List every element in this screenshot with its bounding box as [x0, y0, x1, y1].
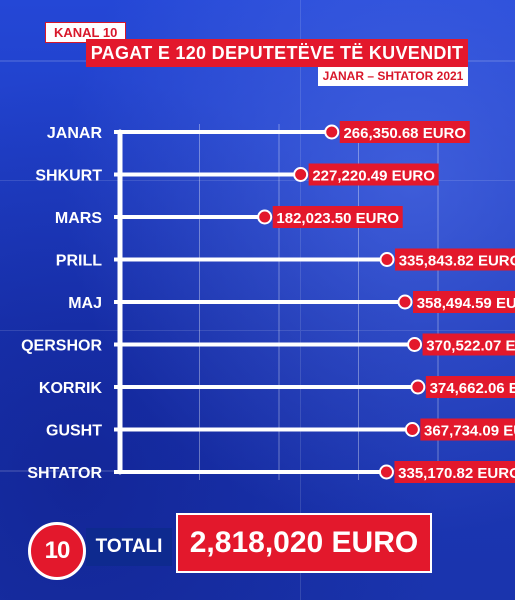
category-label: QERSHOR	[21, 338, 102, 355]
category-label: JANAR	[47, 125, 103, 142]
value-label-box	[272, 206, 403, 228]
category-label: GUSHT	[46, 423, 102, 440]
bar-end-dot	[378, 464, 394, 480]
bar-end-dot	[404, 422, 420, 437]
value-label: 335,843.82 EURO	[399, 253, 515, 270]
value-label: 335,170.82 EURO	[398, 465, 515, 482]
bar-end-dot	[257, 209, 273, 225]
bar-end-dot	[407, 337, 423, 352]
value-label-box	[339, 121, 470, 143]
value-label: 266,350.68 EURO	[343, 125, 466, 142]
bar-end-dot	[293, 167, 309, 182]
kanal10-logo: 10	[28, 522, 86, 580]
bar-end-dot	[410, 379, 426, 395]
category-label: SHTATOR	[27, 465, 102, 482]
value-label-box	[413, 291, 515, 313]
bar-end-dot	[324, 124, 340, 140]
bar-end-dot	[397, 294, 413, 310]
category-label: MARS	[55, 210, 102, 227]
category-label: SHKURT	[35, 168, 102, 185]
value-label: 182,023.50 EURO	[276, 210, 399, 227]
value-label: 358,494.59 EURO	[417, 295, 515, 312]
value-label: 370,522.07 EURO	[426, 338, 515, 355]
totals-label: TOTALI	[86, 528, 172, 566]
category-label: KORRIK	[39, 380, 103, 397]
value-label: 227,220.49 EURO	[312, 168, 435, 185]
value-label-box	[420, 418, 515, 441]
value-label-box	[422, 333, 515, 356]
channel-tag: KANAL 10	[45, 22, 127, 43]
value-label-box	[394, 248, 515, 271]
chart-subtitle: JANAR – SHTATOR 2021	[318, 67, 468, 86]
value-label-box	[394, 461, 515, 483]
value-label: 367,734.09 EURO	[424, 423, 515, 440]
chart-title: PAGAT E 120 DEPUTETËVE TË KUVENDIT	[86, 39, 468, 67]
value-label-box	[308, 163, 439, 186]
category-label: MAJ	[68, 295, 102, 312]
value-label-box	[425, 376, 515, 398]
totals-value: 2,818,020 EURO	[176, 513, 432, 573]
value-label: 374,662.06 EURO	[430, 380, 515, 397]
bar-end-dot	[379, 252, 395, 267]
category-label: PRILL	[56, 253, 102, 270]
